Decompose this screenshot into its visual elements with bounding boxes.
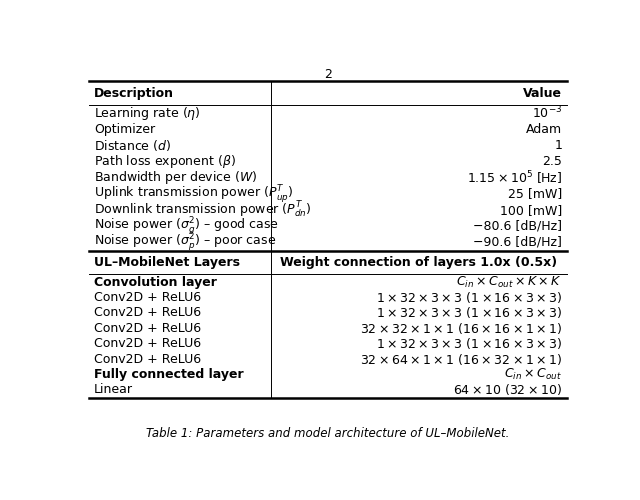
Text: Noise power ($\sigma_{g}^{2}$) – good case: Noise power ($\sigma_{g}^{2}$) – good ca… — [94, 216, 279, 238]
Text: Noise power ($\sigma_{p}^{2}$) – poor case: Noise power ($\sigma_{p}^{2}$) – poor ca… — [94, 232, 276, 254]
Text: Bandwidth per device ($W$): Bandwidth per device ($W$) — [94, 170, 257, 186]
Text: Conv2D + ReLU6: Conv2D + ReLU6 — [94, 322, 201, 335]
Text: Distance ($d$): Distance ($d$) — [94, 138, 171, 153]
Text: Conv2D + ReLU6: Conv2D + ReLU6 — [94, 306, 201, 320]
Text: −90.6 [dB/Hz]: −90.6 [dB/Hz] — [473, 236, 562, 249]
Text: 100 [mW]: 100 [mW] — [500, 204, 562, 216]
Text: $C_{in} \times C_{out} \times K \times K$: $C_{in} \times C_{out} \times K \times K… — [456, 274, 562, 289]
Text: 1: 1 — [554, 139, 562, 152]
Text: $1.15 \times 10^{5}$ [Hz]: $1.15 \times 10^{5}$ [Hz] — [467, 169, 562, 186]
Text: Description: Description — [94, 86, 174, 100]
Text: $10^{-3}$: $10^{-3}$ — [532, 105, 562, 122]
Text: 2.5: 2.5 — [542, 155, 562, 168]
Text: Learning rate ($\eta$): Learning rate ($\eta$) — [94, 104, 200, 122]
Text: Downlink transmission power ($P_{dn}^{T}$): Downlink transmission power ($P_{dn}^{T}… — [94, 200, 312, 220]
Text: Optimizer: Optimizer — [94, 123, 155, 136]
Text: Conv2D + ReLU6: Conv2D + ReLU6 — [94, 337, 201, 350]
Text: Adam: Adam — [526, 123, 562, 136]
Text: $1 \times 32 \times 3 \times 3$ ($1 \times 16 \times 3 \times 3$): $1 \times 32 \times 3 \times 3$ ($1 \tim… — [376, 336, 562, 351]
Text: 25 [mW]: 25 [mW] — [508, 188, 562, 200]
Text: Table 1: Parameters and model architecture of UL–MobileNet.: Table 1: Parameters and model architectu… — [147, 428, 509, 440]
Text: Convolution layer: Convolution layer — [94, 276, 217, 288]
Text: $C_{in} \times C_{out}$: $C_{in} \times C_{out}$ — [504, 367, 562, 382]
Text: $32 \times 64 \times 1 \times 1$ ($16 \times 32 \times 1 \times 1$): $32 \times 64 \times 1 \times 1$ ($16 \t… — [360, 352, 562, 366]
Text: Weight connection of layers 1.0x (0.5x): Weight connection of layers 1.0x (0.5x) — [280, 256, 557, 269]
Text: Linear: Linear — [94, 384, 133, 396]
Text: Conv2D + ReLU6: Conv2D + ReLU6 — [94, 352, 201, 366]
Text: $1 \times 32 \times 3 \times 3$ ($1 \times 16 \times 3 \times 3$): $1 \times 32 \times 3 \times 3$ ($1 \tim… — [376, 290, 562, 305]
Text: Value: Value — [523, 86, 562, 100]
Text: $1 \times 32 \times 3 \times 3$ ($1 \times 16 \times 3 \times 3$): $1 \times 32 \times 3 \times 3$ ($1 \tim… — [376, 306, 562, 320]
Text: Path loss exponent ($\beta$): Path loss exponent ($\beta$) — [94, 153, 236, 170]
Text: $32 \times 32 \times 1 \times 1$ ($16 \times 16 \times 1 \times 1$): $32 \times 32 \times 1 \times 1$ ($16 \t… — [360, 321, 562, 336]
Text: UL–MobileNet Layers: UL–MobileNet Layers — [94, 256, 240, 269]
Text: Fully connected layer: Fully connected layer — [94, 368, 243, 381]
Text: Conv2D + ReLU6: Conv2D + ReLU6 — [94, 291, 201, 304]
Text: 2: 2 — [324, 68, 332, 82]
Text: $64 \times 10$ ($32 \times 10$): $64 \times 10$ ($32 \times 10$) — [453, 382, 562, 398]
Text: −80.6 [dB/Hz]: −80.6 [dB/Hz] — [473, 220, 562, 233]
Text: Uplink transmission power ($P_{up}^{T}$): Uplink transmission power ($P_{up}^{T}$) — [94, 183, 293, 205]
